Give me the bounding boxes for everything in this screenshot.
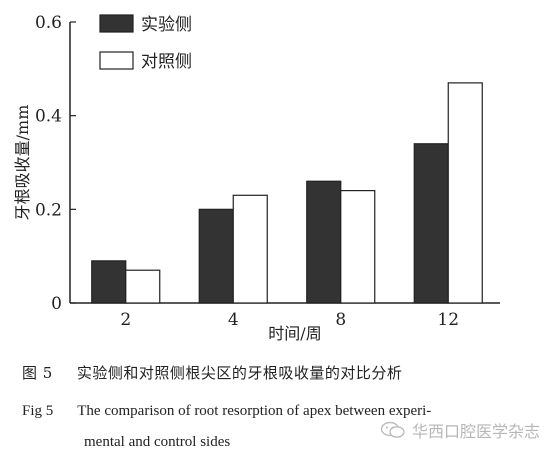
bars [91, 82, 483, 304]
y-tick-label: 0.6 [35, 13, 62, 33]
wechat-icon [380, 421, 405, 438]
x-tick-label: 4 [228, 310, 239, 330]
bar-experimental-12 [413, 143, 449, 304]
watermark: 华西口腔医学杂志 [380, 418, 540, 442]
caption-en-number: Fig 5 [22, 403, 54, 419]
legend-swatch [99, 51, 134, 70]
y-axis-label: 牙根吸收量/mm [13, 105, 32, 221]
bar-experimental-2 [91, 260, 127, 304]
bar-experimental-8 [306, 180, 342, 304]
x-tick-label: 8 [335, 310, 346, 330]
x-axis-label: 时间/周 [268, 324, 321, 343]
caption-en-text-line1: The comparison of root resorption of ape… [77, 403, 432, 419]
figure-caption-en-line2: mental and control sides [84, 434, 231, 450]
bar-control-12 [447, 82, 483, 304]
x-tick-label: 12 [437, 310, 459, 330]
legend-label: 实验侧 [141, 15, 192, 35]
bar-control-4 [232, 194, 268, 304]
bar-control-2 [125, 269, 161, 304]
caption-cn-number: 图 5 [22, 364, 53, 382]
legend-swatch [99, 14, 134, 33]
watermark-text: 华西口腔医学杂志 [411, 422, 540, 441]
bar-control-8 [340, 190, 376, 304]
legend-label: 对照侧 [141, 52, 192, 72]
y-tick-label: 0 [51, 294, 62, 314]
caption-cn-text: 实验侧和对照侧根尖区的牙根吸收量的对比分析 [76, 364, 403, 382]
y-tick-label: 0.4 [35, 107, 62, 127]
figure-caption-en: Fig 5 The comparison of root resorption o… [22, 403, 431, 420]
figure-caption-cn: 图 5 实验侧和对照侧根尖区的牙根吸收量的对比分析 [22, 362, 402, 383]
y-tick-label: 0.2 [35, 200, 62, 220]
bar-experimental-4 [198, 208, 234, 304]
x-tick-label: 2 [120, 310, 131, 330]
